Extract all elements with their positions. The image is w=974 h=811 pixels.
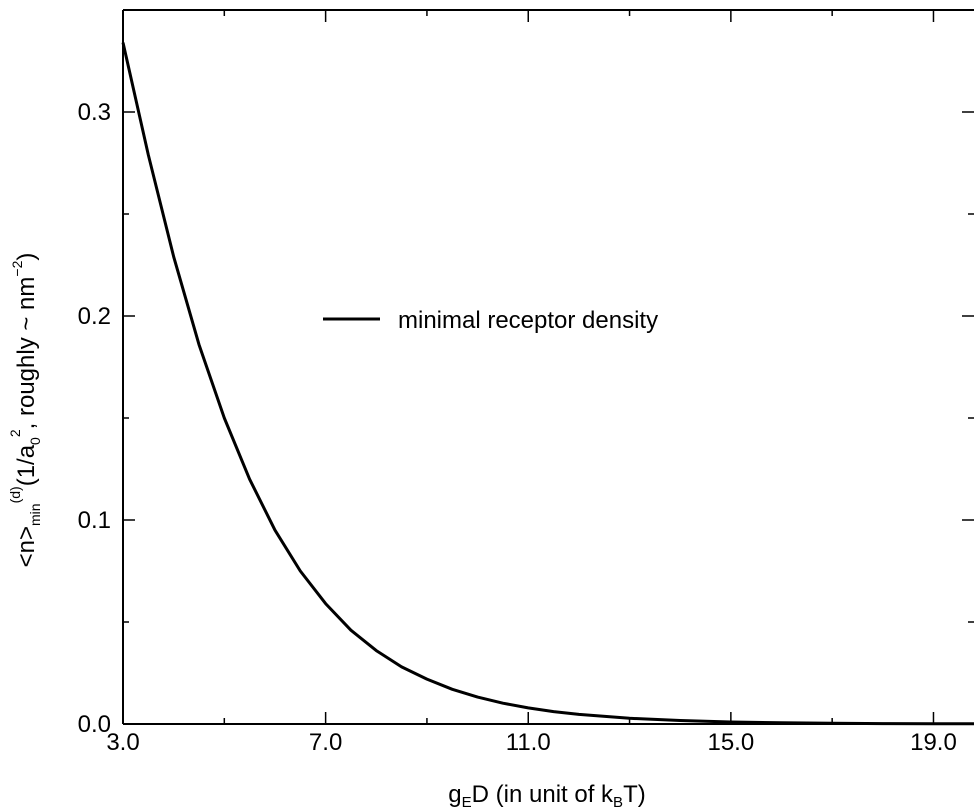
- y-axis-title-p2: (1/a: [13, 444, 40, 486]
- x-axis-title-mid: D (in unit of k: [472, 781, 614, 808]
- x-tick-label: 19.0: [910, 729, 957, 756]
- y-axis-title-sup-2: 2: [7, 429, 23, 437]
- y-axis-title-sup-neg2: −2: [9, 260, 25, 276]
- y-axis-title-sub-min: min: [27, 503, 43, 526]
- y-tick-label: 0.3: [78, 99, 111, 126]
- y-tick-label: 0.2: [78, 303, 111, 330]
- y-axis-title-p4: ): [13, 253, 40, 261]
- y-tick-label: 0.0: [78, 711, 111, 738]
- legend-label: minimal receptor density: [398, 307, 658, 334]
- legend: minimal receptor density: [323, 307, 658, 334]
- series-line: [123, 43, 974, 724]
- y-axis-title-p1: <n>: [13, 526, 40, 567]
- plot-frame: [123, 10, 974, 724]
- x-tick-label: 11.0: [506, 729, 551, 756]
- y-axis-title-sub-0: 0: [27, 437, 43, 445]
- y-axis-ticks: 0.0 0.1 0.2 0.3: [78, 10, 974, 738]
- y-tick-label: 0.1: [78, 507, 111, 534]
- x-axis-title-tail: T): [623, 781, 646, 808]
- y-axis-title-sup-d: (d): [7, 486, 23, 503]
- x-axis-title-sub1: E: [462, 794, 472, 811]
- x-tick-label: 3.0: [106, 729, 139, 756]
- x-tick-label: 7.0: [309, 729, 342, 756]
- x-axis-title-base: g: [448, 781, 461, 808]
- y-axis-title-p3: , roughly ~ nm: [13, 277, 40, 430]
- x-axis-ticks: 3.0 7.0 11.0 15.0 19.0: [106, 10, 957, 756]
- x-axis-title: gED (in unit of kBT): [448, 781, 645, 811]
- series-layer: [123, 43, 974, 724]
- x-axis-title-sub2: B: [613, 794, 623, 811]
- x-tick-label: 15.0: [707, 729, 754, 756]
- y-axis-title: <n>min(d)(1/a02, roughly ~ nm−2): [7, 253, 43, 568]
